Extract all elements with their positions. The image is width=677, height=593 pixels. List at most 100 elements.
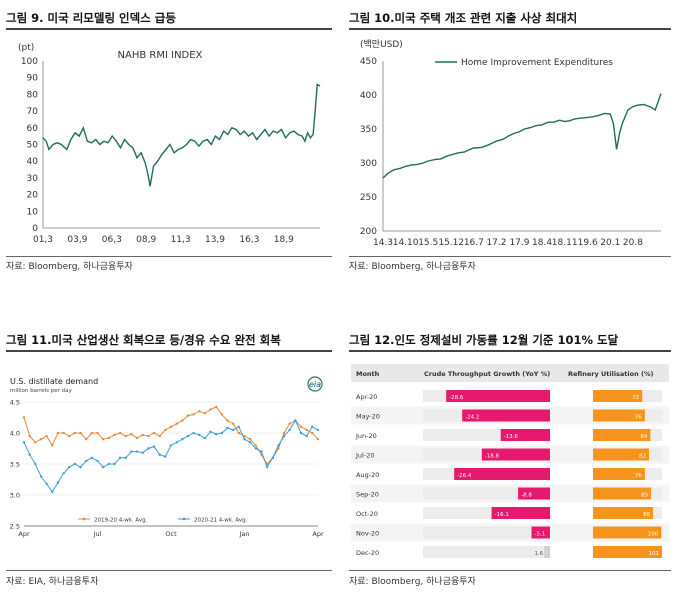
fig9-x-tick-label: 06,3: [102, 235, 122, 245]
fig12-util-bar: [593, 390, 643, 402]
fig11-series-1-point: [96, 431, 99, 435]
fig12-row-month: Aug-20: [356, 471, 379, 479]
fig11-series-1-point: [56, 431, 60, 435]
fig9-top-rule: [6, 28, 332, 30]
fig11-series-2-point: [237, 425, 240, 428]
fig11-series-1-point: [311, 431, 314, 435]
fig9-title: 그림 9. 미국 리모델링 인덱스 급등: [6, 11, 176, 25]
fig9-y-tick-label: 80: [27, 90, 39, 100]
fig11-series-2-point: [209, 430, 212, 433]
fig12-growth-label: -8.8: [521, 493, 532, 499]
fig11-series-2-point: [62, 472, 65, 475]
fig11-x-tick-label: Jan: [238, 530, 249, 538]
fig11-series-2-point: [243, 438, 246, 441]
fig9-y-tick-label: 50: [27, 141, 39, 151]
fig11-series-1-point: [39, 438, 43, 441]
fig10-y-tick-label: 350: [360, 125, 377, 135]
fig9-x-tick-label: 16,3: [239, 235, 259, 245]
fig12-util-label: 82: [639, 454, 646, 460]
fig12-col-growth: Crude Throughput Growth (YoY %): [424, 370, 550, 378]
fig11-series-2-point: [56, 481, 60, 484]
fig11-series-1-point: [164, 428, 167, 432]
fig11-series-1-point: [192, 413, 195, 416]
fig11-series-2-point: [260, 450, 263, 453]
fig11-series-2-point: [96, 459, 99, 463]
fig11-series-2-point: [158, 453, 161, 456]
fig9-y-tick-label: 0: [32, 224, 38, 234]
fig12-growth-label: -5.1: [535, 532, 546, 538]
fig11-series-1-point: [254, 444, 257, 447]
fig11-series-2-point: [90, 456, 94, 459]
fig11-series-1-point: [198, 410, 201, 413]
fig12-util-label: 72: [632, 395, 639, 401]
fig12-growth-track: [423, 526, 550, 539]
fig12-util-bar: [593, 448, 649, 461]
fig12-row-month: Oct-20: [356, 510, 378, 518]
fig12-util-bar: [593, 507, 654, 519]
fig12-row-month: Apr-20: [356, 393, 377, 401]
fig12-growth-label: -13.6: [504, 434, 519, 440]
fig12-growth-label: -28.6: [449, 395, 464, 401]
fig12-util-label: 101: [649, 551, 660, 557]
fig11-series-2-point: [203, 436, 207, 440]
fig11-series-1-point: [175, 422, 178, 425]
fig11-series-1-point: [28, 434, 31, 438]
fig11-x-tick-label: Apr: [18, 530, 30, 538]
fig11-series-2-point: [39, 475, 43, 478]
fig12-row-month: Jun-20: [355, 432, 377, 440]
fig12-util-bar: [593, 468, 645, 480]
fig11-series-1-point: [68, 434, 71, 438]
fig11-series-2-point: [226, 426, 229, 430]
fig11-series-2-point: [152, 445, 156, 448]
fig11-y-tick-label: 4.0: [10, 430, 20, 438]
fig11-series-1-point: [220, 413, 224, 416]
fig12-growth-label: -26.4: [457, 473, 472, 479]
fig12-growth-bar: [454, 468, 550, 480]
fig12-util-label: 76: [635, 473, 642, 479]
fig10-x-tick-label: 20.1: [600, 238, 620, 248]
fig11-series-2-point: [305, 434, 308, 438]
fig11-series-2-point: [130, 450, 133, 453]
fig11-legend-label: 2020-21 4-wk. Avg.: [194, 518, 248, 524]
fig12-chart: Month Crude Throughput Growth (YoY %) Refi…: [351, 364, 669, 561]
fig11-series-2-point: [107, 462, 111, 466]
fig10-x-tick-label: 17.9: [509, 238, 529, 248]
fig11-series-1-point: [316, 438, 320, 441]
fig10-x-tick-label: 16.7: [464, 238, 484, 248]
fig11-series-2-point: [22, 441, 26, 444]
fig11-title: 그림 11.미국 산업생산 회복으로 등/경유 수요 완전 회복: [6, 333, 281, 347]
fig11-series-1-point: [181, 419, 184, 422]
fig11-series-2-point: [45, 482, 48, 485]
fig11-series-2-point: [118, 456, 122, 459]
fig10-x-tick-label: 18.4: [532, 238, 552, 248]
fig11-series-1-point: [237, 431, 240, 435]
fig11-x-tick-label: Jul: [93, 530, 102, 538]
fig12-growth-bar: [462, 409, 550, 422]
fig11-series-2-point: [135, 450, 139, 453]
fig11-series-2-point: [164, 455, 167, 458]
fig11-legend-marker: [82, 517, 86, 521]
fig11-series-1-point: [107, 436, 111, 440]
fig11-series-2-point: [254, 447, 257, 450]
fig9-unit-label: (pt): [18, 43, 34, 53]
fig12-growth-bar: [531, 526, 550, 539]
fig10-source: 자료: Bloomberg, 하나금융투자: [349, 262, 476, 272]
fig11-series-1-point: [85, 438, 88, 441]
fig10-x-tick-label: 14.10: [393, 238, 419, 248]
fig9-x-tick-label: 01,3: [33, 235, 53, 245]
fig10-y-tick-label: 200: [360, 227, 377, 237]
fig11-series-1-point: [79, 431, 82, 435]
fig10-unit-label: (백만USD): [360, 39, 403, 50]
fig11-series-1-point: [135, 436, 139, 440]
fig12-growth-bar: [518, 487, 550, 500]
fig12-growth-bar: [446, 390, 550, 402]
fig9-x-tick-label: 18,9: [274, 235, 294, 245]
fig10-x-tick-label: 15.5: [418, 238, 438, 248]
fig11-series-1-point: [45, 434, 48, 438]
fig11-series-2-point: [28, 453, 31, 456]
fig12-util-bar: [593, 546, 662, 558]
fig9-bottom-rule: [6, 256, 332, 257]
fig12-row-month: May-20: [356, 413, 380, 421]
fig12-growth-label: -18.8: [485, 454, 500, 460]
fig11-series-2-point: [85, 459, 88, 463]
